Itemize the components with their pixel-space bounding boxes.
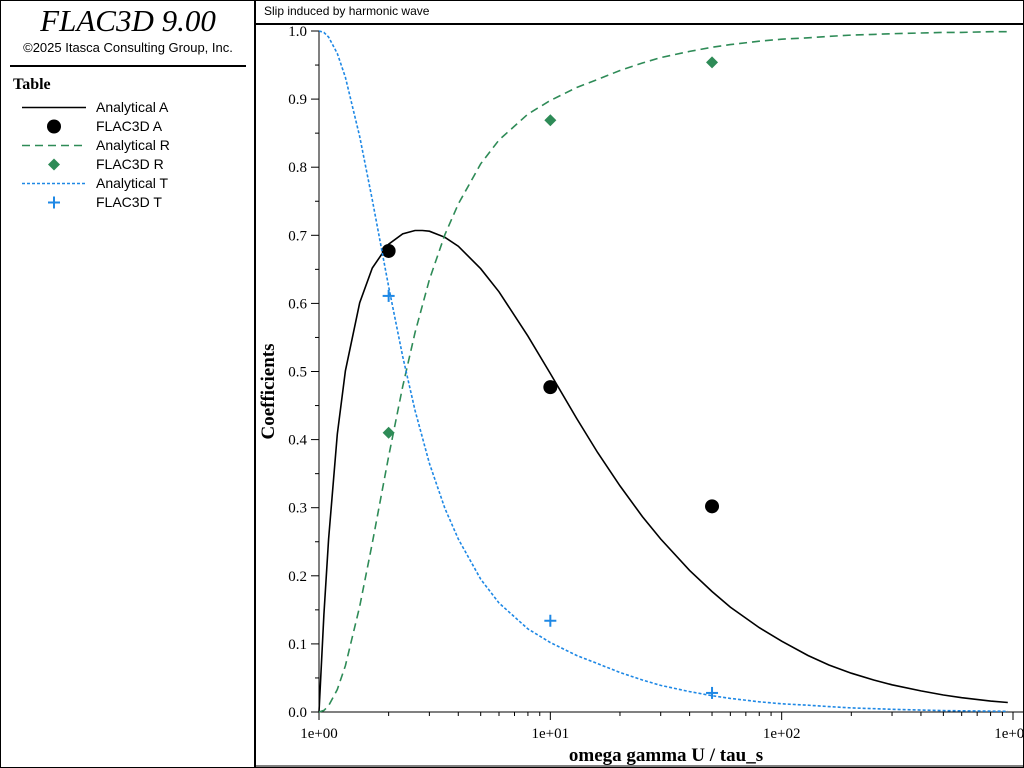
legend-label: FLAC3D R [96, 156, 164, 172]
y-tick-label: 0.6 [288, 296, 307, 312]
diamond-marker-icon [48, 158, 60, 171]
y-tick-label: 0.7 [288, 228, 307, 244]
data-point-flac3d-r [544, 114, 557, 127]
dashed-line-icon [22, 144, 86, 147]
y-tick-label: 0.3 [288, 501, 307, 517]
series-line-analytical-r [318, 30, 1008, 713]
data-point-flac3d-t [382, 289, 395, 302]
title-divider [10, 65, 246, 67]
y-tick-label: 0.4 [288, 433, 307, 449]
y-axis-label: Coefficients [258, 343, 279, 439]
plot-title-bar: Slip induced by harmonic wave [256, 0, 1024, 25]
y-tick-label: 0.0 [288, 705, 307, 721]
legend-label: Analytical A [96, 99, 169, 115]
data-point-flac3d-r [706, 56, 719, 69]
data-point-flac3d-t [544, 614, 557, 627]
legend-item-flac3d-t: FLAC3D T [0, 193, 256, 212]
copyright-text: ©2025 Itasca Consulting Group, Inc. [23, 40, 233, 55]
solid-line-icon [22, 106, 86, 109]
plus-marker-icon [48, 196, 60, 209]
y-tick-label: 1.0 [288, 25, 307, 40]
y-tick-label: 0.5 [288, 365, 307, 381]
dotted-line-icon [22, 182, 86, 185]
circle-marker-icon [47, 119, 61, 134]
series-line-analytical-a [318, 229, 1008, 713]
x-tick-label: 1e+03 [994, 726, 1024, 742]
legend-item-flac3d-a: FLAC3D A [0, 117, 256, 136]
data-point-flac3d-r [382, 426, 395, 439]
legend-item-analytical-r: Analytical R [0, 136, 256, 155]
legend-title: Table [13, 76, 51, 93]
series-layer [318, 30, 1008, 713]
app-title: FLAC3D 9.00 [40, 3, 216, 38]
legend-label: FLAC3D A [96, 118, 163, 134]
data-point-flac3d-a [705, 499, 720, 514]
legend-item-flac3d-r: FLAC3D R [0, 155, 256, 174]
plot-axes [256, 31, 1024, 767]
legend-item-analytical-a: Analytical A [0, 98, 256, 117]
x-axis-label: omega gamma U / tau_s [569, 745, 763, 766]
y-tick-label: 0.8 [288, 160, 307, 176]
y-tick-label: 0.9 [288, 92, 307, 108]
data-point-flac3d-a [543, 380, 558, 395]
axis-ticks: 0.0 0.1 0.2 0.3 0.4 0.5 0.6 0.7 0.8 0.9 1.0 1e+00 1e… [288, 25, 1024, 742]
legend-item-analytical-t: Analytical T [0, 174, 256, 193]
legend-label: Analytical R [96, 137, 170, 153]
x-tick-label: 1e+00 [300, 726, 338, 742]
x-tick-label: 1e+02 [763, 726, 801, 742]
data-point-flac3d-a [381, 243, 396, 258]
legend-panel: FLAC3D 9.00 ©2025 Itasca Consulting Grou… [0, 0, 256, 768]
series-line-analytical-t [318, 30, 1008, 713]
x-tick-label: 1e+01 [532, 726, 570, 742]
plot-title: Slip induced by harmonic wave [264, 4, 430, 18]
chart[interactable]: 0.0 0.1 0.2 0.3 0.4 0.5 0.6 0.7 0.8 0.9 1.0 1e+00 1e… [256, 25, 1024, 768]
legend-label: FLAC3D T [96, 194, 162, 210]
y-tick-label: 0.2 [288, 569, 307, 585]
data-point-flac3d-t [706, 686, 719, 699]
y-tick-label: 0.1 [288, 637, 307, 653]
legend-label: Analytical T [96, 175, 169, 191]
